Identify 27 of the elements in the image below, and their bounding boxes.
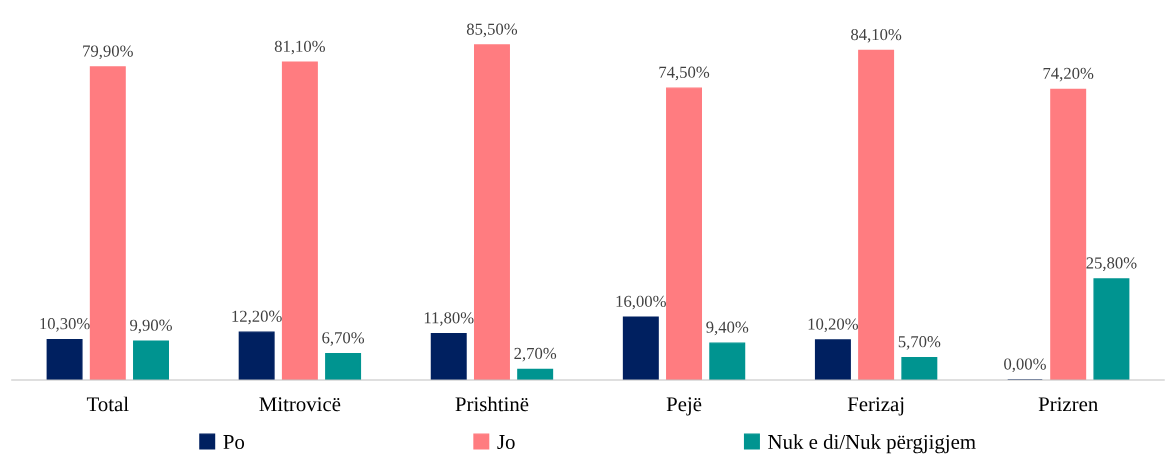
data-label: 11,80% bbox=[424, 312, 474, 326]
data-label: 12,20% bbox=[232, 310, 282, 325]
x-tick-label: Mitrovicë bbox=[259, 397, 341, 412]
x-tick-label: Total bbox=[86, 396, 129, 412]
data-label: 2,70% bbox=[514, 347, 557, 362]
data-label: 16,00% bbox=[616, 295, 666, 310]
legend-label: Jo bbox=[497, 435, 515, 449]
data-label: 10,30% bbox=[40, 318, 90, 332]
data-label: 9,90% bbox=[130, 319, 172, 334]
data-label: 9,40% bbox=[706, 321, 749, 336]
data-label: 74,50% bbox=[659, 66, 710, 81]
data-label: 79,90% bbox=[83, 45, 133, 60]
legend-label: Po bbox=[223, 435, 245, 449]
data-label: 74,20% bbox=[1043, 67, 1094, 82]
x-tick-label: Ferizaj bbox=[847, 397, 904, 416]
legend-label: Nuk e di/Nuk përgjigjem bbox=[768, 434, 976, 454]
x-tick-label: Prishtinë bbox=[455, 396, 529, 412]
x-tick-label: Pejë bbox=[666, 397, 702, 416]
data-label: 25,80% bbox=[1086, 257, 1137, 271]
data-label: 85,50% bbox=[466, 23, 518, 38]
data-label: 6,70% bbox=[322, 332, 365, 346]
data-label: 84,10% bbox=[851, 28, 902, 43]
data-label: 81,10% bbox=[274, 40, 325, 55]
data-label: 5,70% bbox=[898, 336, 941, 350]
data-label: 0,00% bbox=[1004, 358, 1046, 373]
data-label: 10,20% bbox=[808, 318, 859, 333]
x-tick-label: Prizren bbox=[1038, 397, 1098, 412]
